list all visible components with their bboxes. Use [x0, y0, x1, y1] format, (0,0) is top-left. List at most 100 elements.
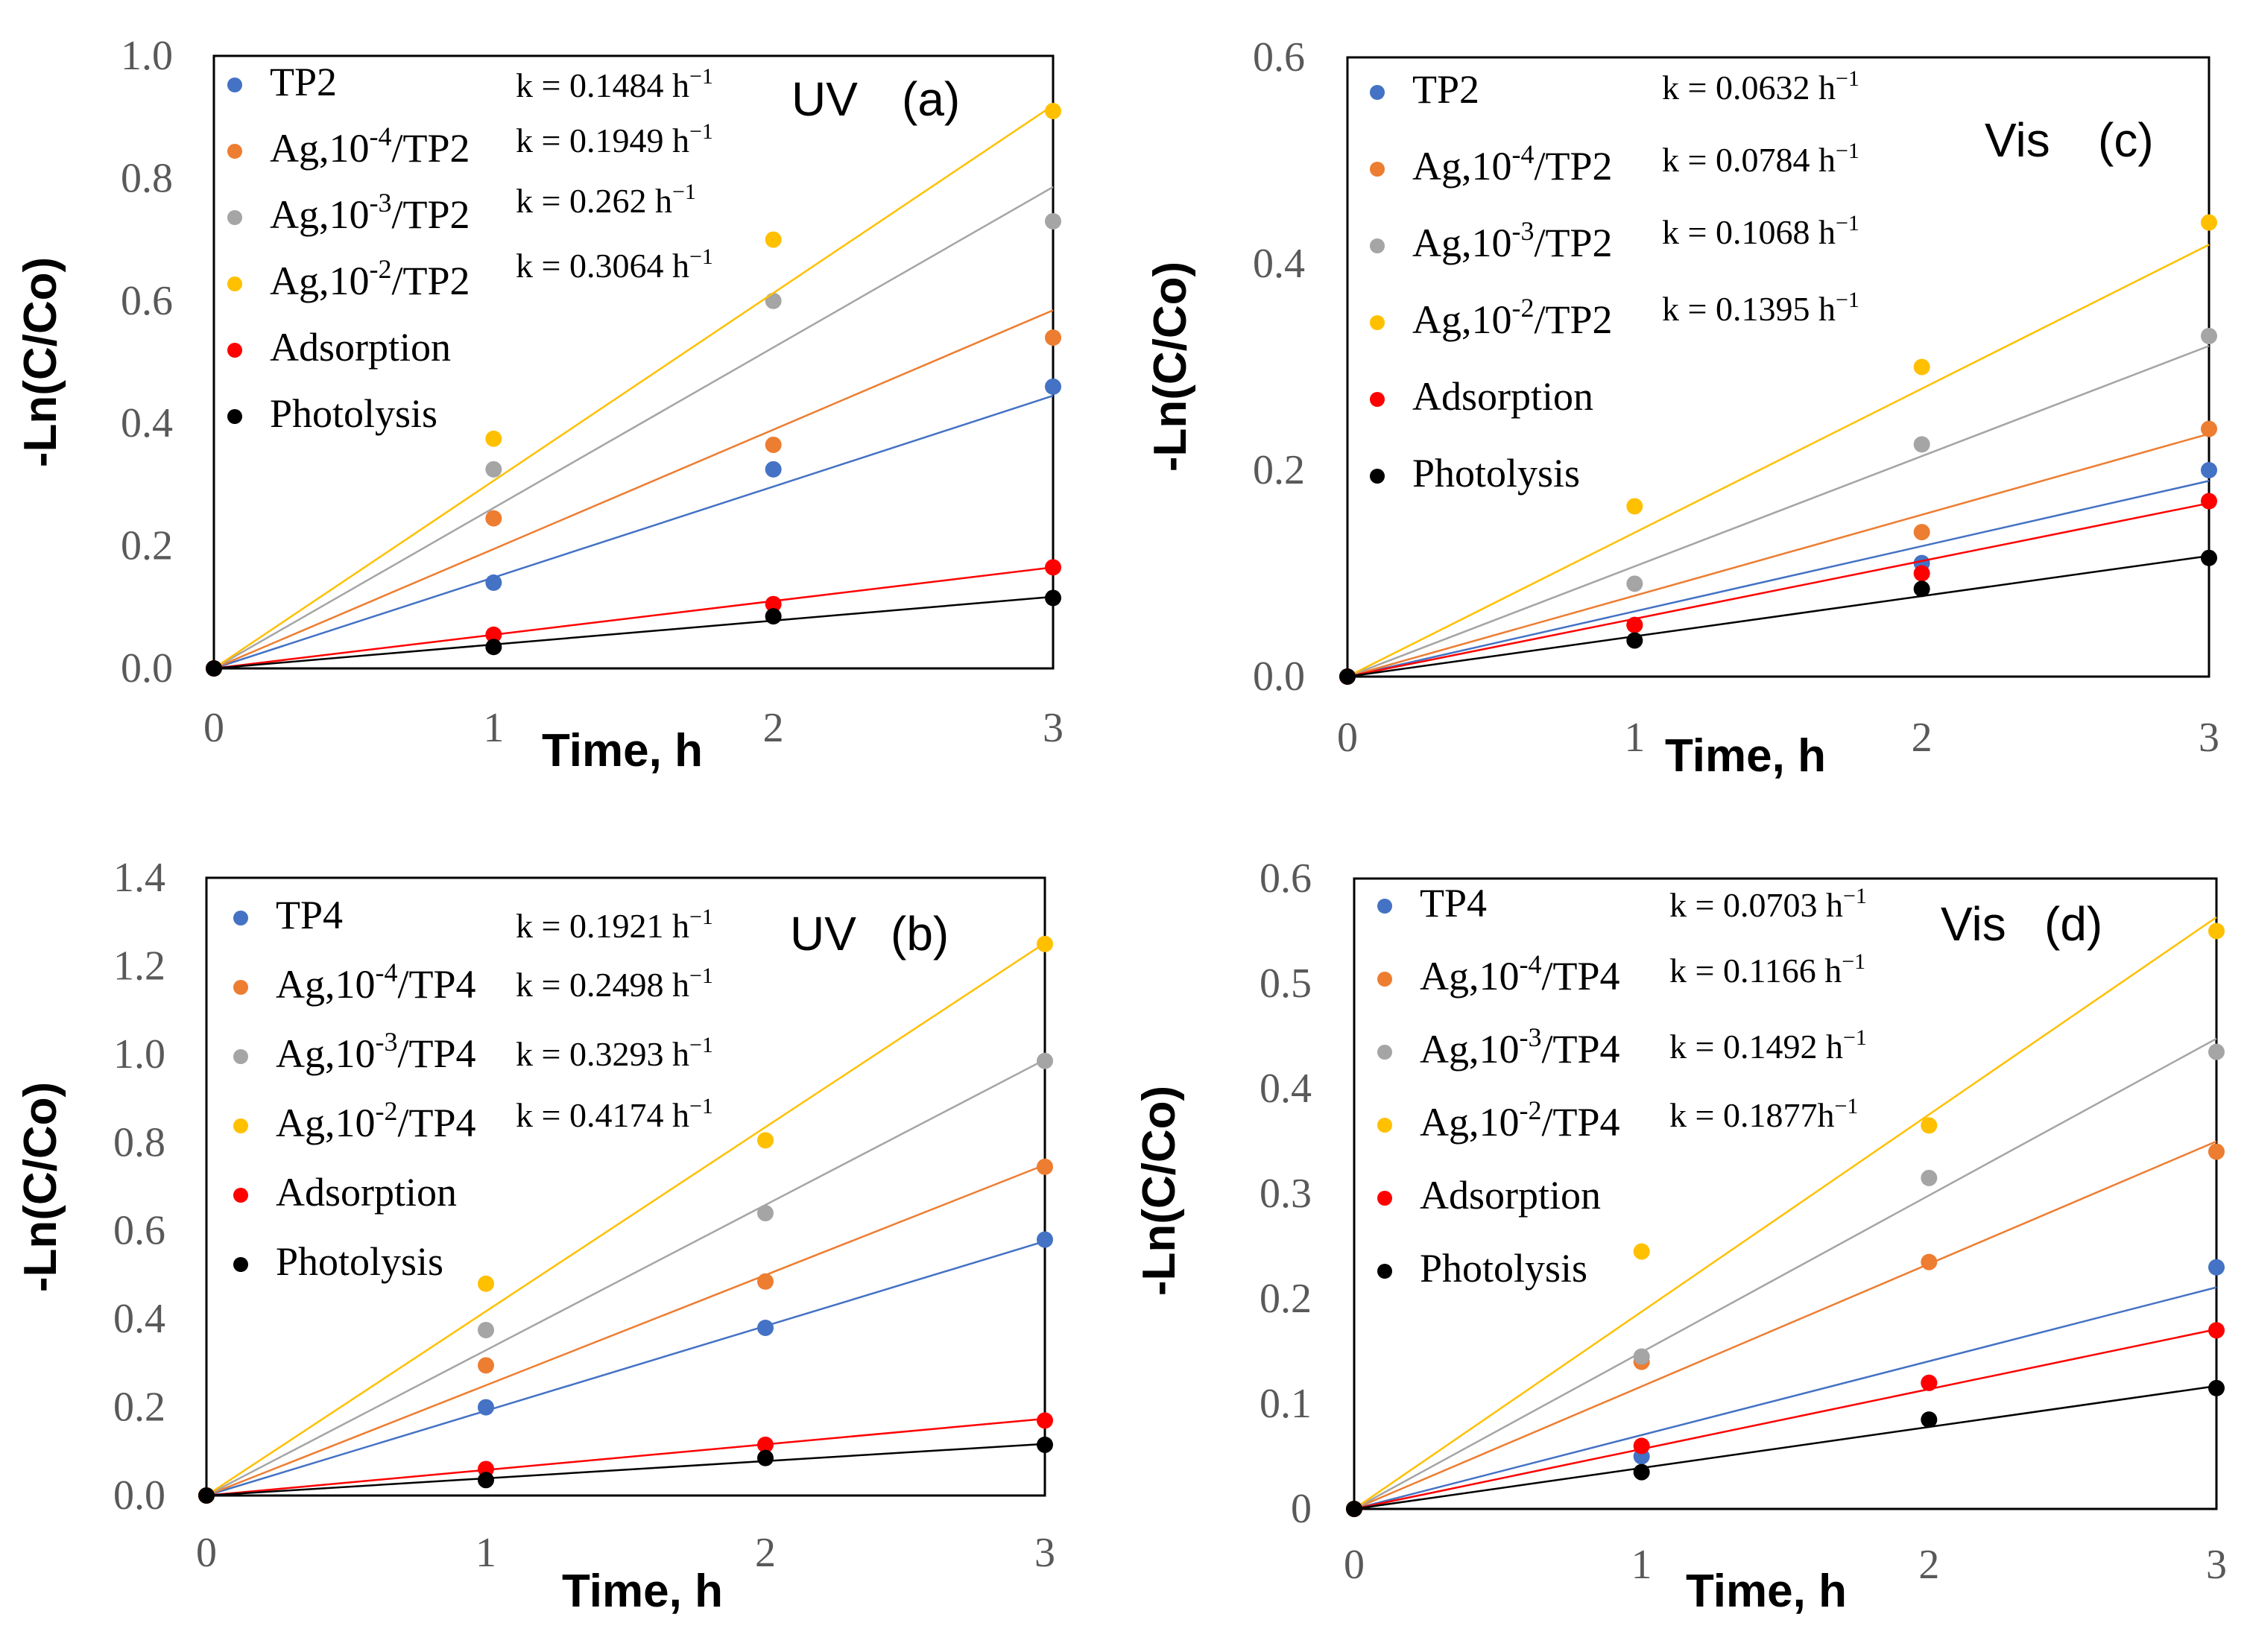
data-point — [1913, 436, 1930, 453]
legend-tail: /TP2 — [1535, 144, 1613, 189]
data-point — [1626, 498, 1643, 515]
data-point — [757, 1273, 774, 1290]
panel-label: (a) — [902, 72, 960, 126]
y-axis-label: -Ln(C/Co) — [15, 257, 66, 467]
legend-label: Ag,10-2/TP4 — [1420, 1095, 1620, 1145]
rate-constant-label: k = 0.0632 h−1 — [1662, 66, 1859, 107]
data-point — [1626, 632, 1643, 649]
legend-name: Ag,10 — [1412, 144, 1512, 189]
legend-name: Ag,10 — [1420, 1027, 1520, 1072]
legend-name: TP2 — [1412, 67, 1479, 112]
data-point — [1045, 329, 1061, 346]
rate-constant-label: k = 0.1921 h−1 — [516, 905, 713, 945]
y-tick-label: 0.1 — [1260, 1381, 1312, 1427]
rate-constant-exponent: −1 — [689, 905, 713, 929]
chart-panel-c: 0.0 0.2 0.4 0.6 0 1 2 3 Time, h -Ln(C/Co) Vis (c) TP… — [1145, 34, 2219, 782]
chart-panel-a: 0.0 0.2 0.4 0.6 0.8 1.0 0 1 2 3 Time, h -Ln(C/Co) UV… — [15, 33, 1064, 776]
x-tick-label: 1 — [483, 705, 504, 751]
rate-constant-value: k = 0.1166 h — [1669, 952, 1842, 990]
legend-name: Photolysis — [1420, 1246, 1587, 1291]
rate-constant-label: k = 0.1068 h−1 — [1662, 211, 1859, 251]
data-point — [485, 639, 502, 656]
legend-marker — [1370, 238, 1385, 253]
rate-constant-value: k = 0.3293 h — [516, 1035, 689, 1073]
data-point — [2208, 922, 2225, 940]
rate-constant-label: k = 0.1492 h−1 — [1669, 1025, 1867, 1066]
x-tick-label: 1 — [1631, 1542, 1652, 1588]
data-point — [1633, 1463, 1650, 1481]
legend-label: Adsorption — [1420, 1173, 1601, 1218]
legend-name: Ag,10 — [1412, 221, 1512, 265]
legend-label: Ag,10-3/TP4 — [276, 1027, 476, 1076]
fit-line — [206, 1417, 1046, 1497]
rate-constant-exponent: −1 — [689, 244, 713, 269]
y-tick-label: 0.6 — [1253, 34, 1305, 80]
condition-label: Vis — [1941, 897, 2006, 951]
legend-exponent: -3 — [1512, 216, 1535, 246]
y-tick-label: 0.2 — [1260, 1276, 1312, 1322]
data-point — [765, 461, 782, 478]
rate-constant-value: k = 0.1921 h — [516, 907, 689, 945]
data-point — [485, 626, 502, 643]
condition-label: Vis — [1985, 113, 2050, 167]
legend-marker — [1370, 162, 1385, 177]
fit-line — [1353, 1328, 2217, 1510]
data-point — [1346, 1501, 1362, 1517]
y-tick-label: 0.2 — [113, 1384, 165, 1431]
data-point — [198, 1487, 215, 1504]
data-point — [1921, 1374, 1938, 1391]
fit-line — [213, 595, 1054, 670]
legend-exponent: -4 — [370, 121, 392, 151]
data-point — [1045, 559, 1061, 576]
x-tick-label: 1 — [475, 1530, 496, 1576]
legend-label: Adsorption — [270, 325, 451, 370]
data-point — [1633, 1348, 1650, 1365]
legend-name: Adsorption — [276, 1170, 457, 1215]
y-tick-label: 0.6 — [1260, 855, 1312, 902]
rate-constant-exponent: −1 — [689, 963, 713, 988]
data-point — [2201, 549, 2217, 566]
rate-constant-value: k = 0.1484 h — [516, 66, 689, 104]
data-point — [206, 660, 222, 677]
rate-constant-label: k = 0.2498 h−1 — [516, 963, 713, 1004]
legend-marker — [227, 210, 242, 225]
fit-line — [206, 1443, 1046, 1497]
legend-name: Photolysis — [276, 1239, 443, 1284]
legend-tail: /TP4 — [398, 1101, 476, 1145]
legend-name: Ag,10 — [270, 259, 370, 303]
legend-name: Adsorption — [270, 325, 451, 370]
data-point — [1045, 102, 1061, 119]
y-tick-label: 0.6 — [121, 278, 173, 324]
legend-marker — [233, 1257, 248, 1272]
rate-constant-exponent: −1 — [1836, 139, 1859, 163]
fit-line — [1347, 433, 2210, 678]
y-tick-label: 0.4 — [113, 1296, 165, 1342]
legend-label: Ag,10-4/TP2 — [270, 121, 470, 171]
y-tick-label: 0.0 — [113, 1472, 165, 1519]
x-tick-label: 0 — [203, 705, 224, 751]
rate-constant-exponent: −1 — [1836, 66, 1859, 91]
x-tick-label: 2 — [1918, 1542, 1939, 1588]
fit-line — [206, 942, 1046, 1497]
legend-name: Ag,10 — [1412, 297, 1512, 342]
rate-constant-label: k = 0.4174 h−1 — [516, 1094, 713, 1134]
rate-constant-exponent: −1 — [672, 180, 696, 204]
data-point — [1045, 212, 1061, 230]
rate-constant-label: k = 0.1484 h−1 — [516, 64, 713, 104]
legend-exponent: -2 — [376, 1096, 398, 1126]
x-axis-label: Time, h — [1665, 730, 1826, 782]
data-point — [1921, 1117, 1938, 1134]
legend-exponent: -4 — [376, 958, 398, 987]
data-point — [1626, 616, 1643, 633]
legend-exponent: -4 — [1512, 139, 1535, 169]
rate-constant-exponent: −1 — [1836, 211, 1859, 235]
y-tick-label: 0.8 — [113, 1119, 165, 1165]
legend-label: Ag,10-2/TP4 — [276, 1096, 476, 1145]
rate-constant-exponent: −1 — [1842, 949, 1865, 974]
legend-name: Ag,10 — [276, 1031, 376, 1076]
y-axis-label: -Ln(C/Co) — [15, 1082, 66, 1292]
y-tick-label: 0.8 — [121, 155, 173, 201]
legend-tail: /TP4 — [1542, 954, 1620, 999]
legend-label: TP2 — [270, 60, 337, 104]
